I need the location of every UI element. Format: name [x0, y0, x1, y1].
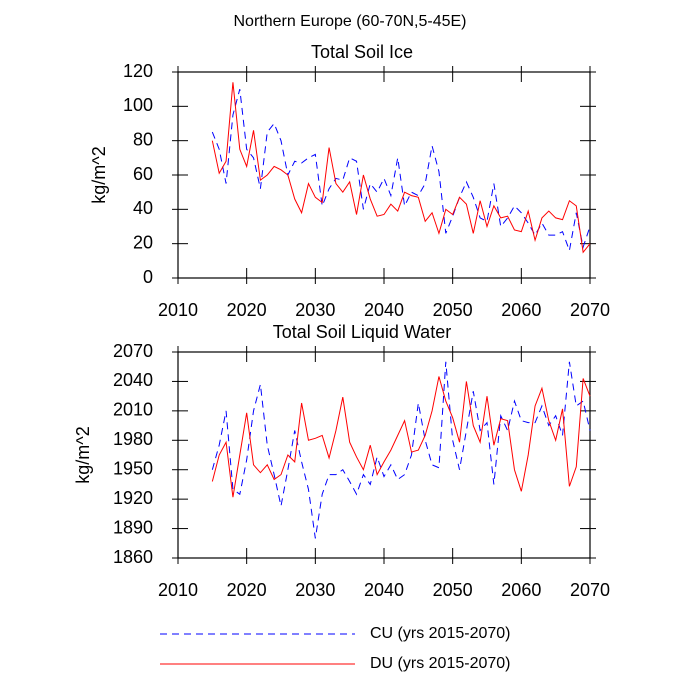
- y-tick-label: 100: [123, 95, 153, 115]
- data-line: [211, 82, 591, 254]
- x-tick-label: 2050: [433, 300, 473, 320]
- y-axis-label: kg/m^2: [89, 146, 109, 203]
- y-tick-label: 2070: [113, 341, 153, 361]
- y-tick-label: 80: [133, 129, 153, 149]
- y-tick-label: 60: [133, 164, 153, 184]
- y-tick-label: 40: [133, 198, 153, 218]
- x-tick-label: 2010: [158, 580, 198, 600]
- y-tick-label: 1860: [113, 547, 153, 567]
- y-tick-label: 1980: [113, 429, 153, 449]
- data-line: [211, 376, 591, 498]
- x-tick-label: 2030: [295, 300, 335, 320]
- x-tick-label: 2070: [570, 580, 610, 600]
- x-tick-label: 2010: [158, 300, 198, 320]
- x-tick-label: 2020: [227, 300, 267, 320]
- legend-label: DU (yrs 2015-2070): [370, 655, 511, 672]
- y-tick-label: 2040: [113, 370, 153, 390]
- y-tick-label: 2010: [113, 400, 153, 420]
- x-tick-label: 2020: [227, 580, 267, 600]
- y-tick-label: 1950: [113, 458, 153, 478]
- y-tick-label: 1920: [113, 488, 153, 508]
- data-line: [211, 89, 591, 253]
- x-tick-label: 2040: [364, 580, 404, 600]
- y-tick-label: 0: [143, 267, 153, 287]
- y-tick-label: 1890: [113, 517, 153, 537]
- y-tick-label: 20: [133, 232, 153, 252]
- x-tick-label: 2060: [501, 300, 541, 320]
- x-tick-label: 2060: [501, 580, 541, 600]
- data-line: [211, 361, 591, 539]
- x-tick-label: 2040: [364, 300, 404, 320]
- panel-title: Total Soil Ice: [311, 42, 413, 62]
- figure-title: Northern Europe (60-70N,5-45E): [233, 13, 466, 30]
- plot-frame: [177, 351, 591, 559]
- panel-title: Total Soil Liquid Water: [273, 322, 451, 342]
- y-axis-label: kg/m^2: [73, 426, 93, 483]
- y-tick-label: 120: [123, 61, 153, 81]
- plot-frame: [177, 71, 591, 279]
- legend-label: CU (yrs 2015-2070): [370, 625, 511, 642]
- x-tick-label: 2070: [570, 300, 610, 320]
- x-tick-label: 2050: [433, 580, 473, 600]
- x-tick-label: 2030: [295, 580, 335, 600]
